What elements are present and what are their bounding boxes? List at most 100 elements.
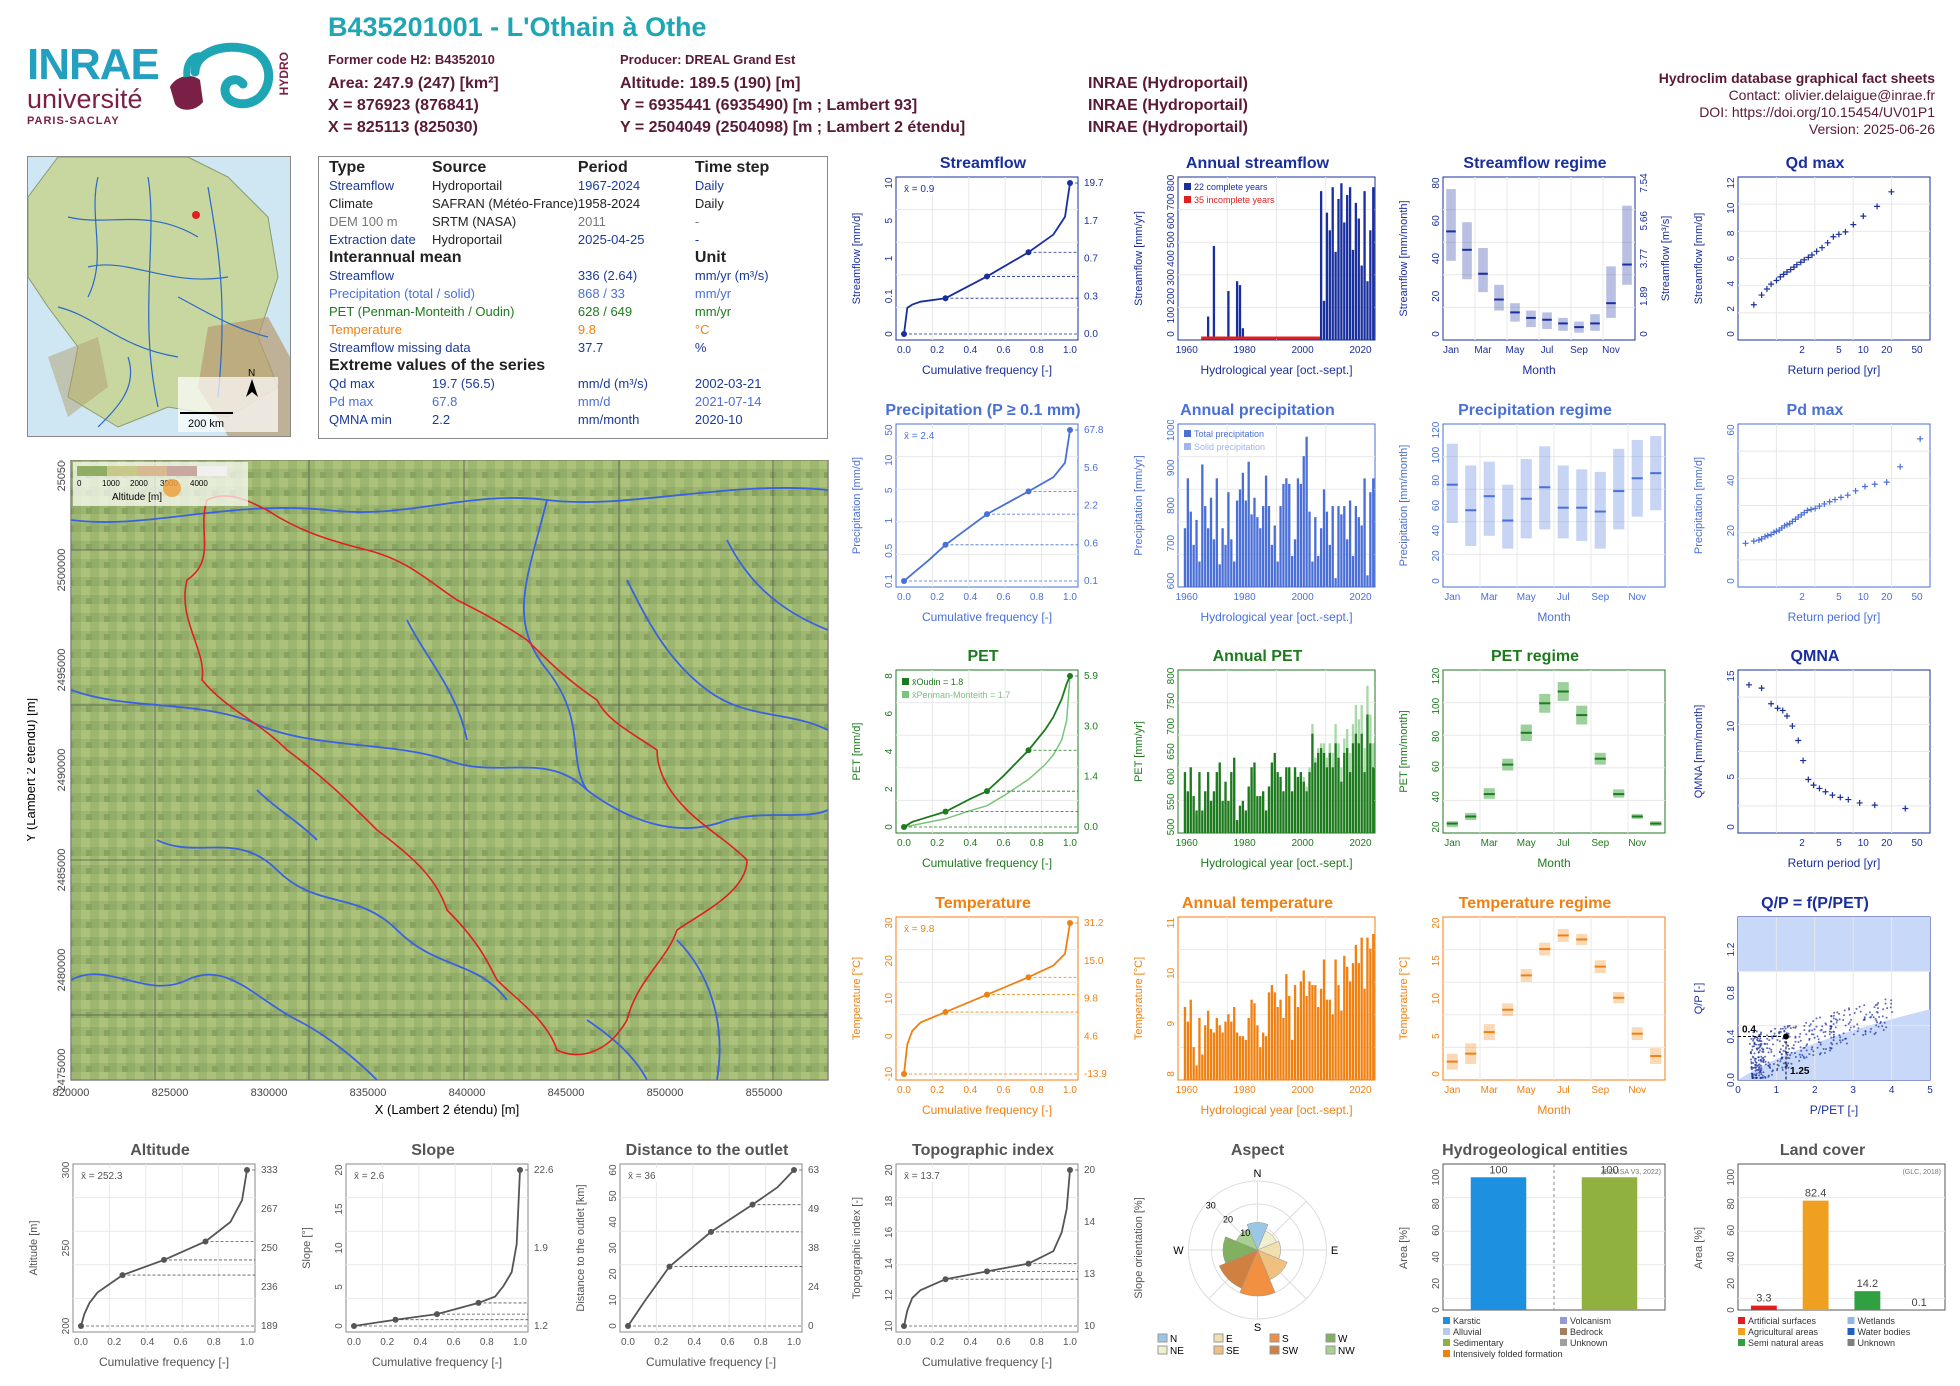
y-tick: 0 [1431,578,1442,584]
y93-value: Y = 6935441 (6935490) [m ; Lambert 93] [620,97,918,114]
daily-point [1799,1039,1802,1042]
x-tick: 0.0 [74,1337,88,1348]
bar [1328,999,1331,1080]
aspect-legend-label: W [1338,1334,1348,1345]
bar [1337,757,1340,833]
daily-point [1786,1053,1789,1056]
daily-point [1824,1030,1827,1033]
bar [1235,820,1239,833]
daily-point [1760,1068,1763,1071]
x-tick: 1980 [1234,345,1257,356]
bar [1348,187,1352,340]
legend-entry: Total precipitation [1194,429,1264,439]
series-line [903,675,1071,828]
daily-point [1782,1062,1785,1065]
info-cell: Pd max [329,394,374,409]
info-cell: Streamflow [329,178,395,193]
daily-point [1819,1016,1822,1019]
daily-point [1767,1051,1770,1054]
daily-point [1875,1024,1878,1027]
plot-frame [345,1163,529,1333]
x-tick: 50 [1911,838,1923,849]
return-period-point [1761,533,1768,540]
area-bar [1802,1200,1829,1310]
y-tick: 60 [1726,424,1737,436]
x-axis-label: Hydrological year [oct.-sept.] [1200,363,1352,377]
x-tick: 5 [1836,345,1842,356]
quantile-point [942,1276,949,1283]
daily-point [1834,1018,1837,1021]
bar [1317,1006,1320,1080]
daily-point [1752,1061,1755,1064]
info-cell: Interannual mean [329,249,462,266]
daily-point [1801,1054,1804,1057]
x-axis-label: Cumulative frequency [-] [646,1355,776,1369]
y-tick: 20 [1726,1277,1737,1289]
bar [1363,772,1366,833]
x-tick: Nov [1628,838,1646,849]
quantile-point [1067,180,1073,186]
bar [1308,772,1311,833]
bar [1285,478,1288,587]
info-cell: mm/month [577,412,640,427]
daily-point [1830,1031,1833,1034]
bar [1224,1021,1227,1080]
right-tick: 0 [808,1321,814,1332]
return-period-point [1779,707,1786,714]
daily-point [1757,1043,1760,1046]
x-tick: 5 [1927,1085,1933,1096]
bar [1363,478,1366,587]
bar [1221,1032,1224,1080]
y-tick: 10 [334,1242,345,1254]
x-tick: Jul [1557,1085,1570,1096]
daily-point [1761,1076,1764,1079]
info-extreme-row: Pd max 67.8 mm/d 2021-07-14 [329,393,824,411]
daily-point [1766,1042,1769,1045]
y-tick: 15 [334,1203,345,1215]
station-location-marker [192,211,200,219]
doi-link[interactable]: DOI: https://doi.org/10.15454/UV01P1 [1699,104,1935,120]
bar [1221,528,1224,587]
right-tick: 3.0 [1084,721,1098,732]
bar [1372,187,1375,340]
aspect-sector-s [1239,1249,1276,1297]
daily-point [1842,1032,1845,1035]
daily-point [1754,1061,1757,1064]
daily-point [1805,1056,1808,1059]
daily-point [1805,1021,1808,1024]
qd-max-chart: Qd max Return period [yr] Streamflow [mm/d… [1690,155,1940,380]
y-tick: 60 [1431,215,1442,227]
bar [1186,478,1190,587]
daily-point [1816,1046,1819,1049]
x-axis-label: Month [1537,1103,1570,1117]
info-cell: Extraction date [329,232,416,247]
y-tick: 10 [1726,720,1737,732]
y-tick: 40 [1431,253,1442,265]
bar [1253,497,1256,587]
x-tick: 0.8 [207,1337,221,1348]
y-tick: 0.4 [1726,1029,1737,1043]
bar [1241,1036,1245,1080]
daily-point [1883,1021,1886,1024]
x-tick: 0.8 [1030,838,1044,849]
daily-point [1764,1076,1767,1079]
daily-point [1751,1048,1754,1051]
daily-point [1792,1047,1795,1050]
x-axis-label: Month [1522,363,1555,377]
daily-point [1803,1029,1806,1032]
y-tick: 0.5 [884,543,895,557]
bar [1372,933,1375,1080]
daily-point [1761,1050,1764,1053]
return-period-point [1805,776,1812,783]
right-tick: 15.0 [1084,956,1104,967]
bar [1250,999,1253,1080]
bar [1311,561,1314,587]
legend-entry: Sedimentary [1453,1338,1504,1348]
x-tick: 2020 [1349,838,1372,849]
daily-point [1781,1066,1784,1069]
bar-value-label: 100 [1600,1164,1618,1176]
contact-link[interactable]: Contact: olivier.delaigue@inrae.fr [1728,87,1935,103]
aspect-legend-swatch [1325,1333,1336,1343]
x-tick: 1.0 [1063,838,1077,849]
aspect-legend-swatch [1269,1333,1280,1343]
